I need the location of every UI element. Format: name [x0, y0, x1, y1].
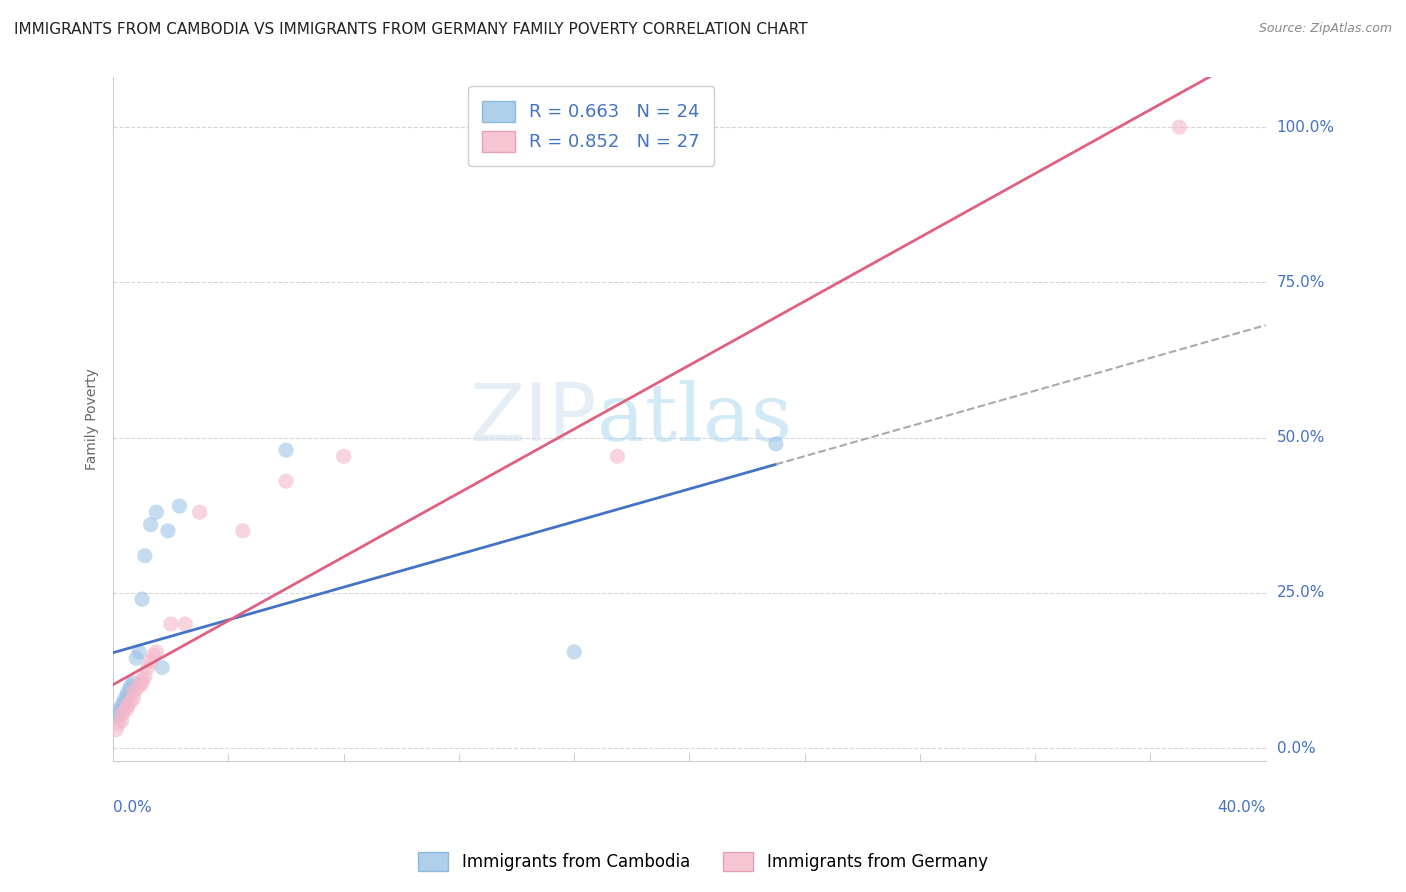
Point — [117, 685, 139, 699]
Text: 75.0%: 75.0% — [1277, 275, 1324, 290]
Point — [111, 698, 134, 712]
Point — [562, 645, 585, 659]
Point — [274, 474, 297, 488]
Point — [125, 682, 148, 697]
Text: 0.0%: 0.0% — [114, 799, 152, 814]
Y-axis label: Family Poverty: Family Poverty — [86, 368, 100, 470]
Text: 50.0%: 50.0% — [1277, 430, 1324, 445]
Point — [332, 450, 354, 464]
Point — [114, 691, 136, 706]
Point — [128, 679, 150, 693]
Text: 25.0%: 25.0% — [1277, 585, 1324, 600]
Point — [134, 670, 156, 684]
Point — [111, 707, 134, 722]
Point — [188, 505, 211, 519]
Point — [142, 648, 165, 662]
Point — [159, 617, 181, 632]
Point — [139, 654, 162, 668]
Text: Source: ZipAtlas.com: Source: ZipAtlas.com — [1258, 22, 1392, 36]
Point — [274, 443, 297, 458]
Legend: R = 0.663   N = 24, R = 0.852   N = 27: R = 0.663 N = 24, R = 0.852 N = 27 — [468, 87, 714, 166]
Point — [131, 673, 153, 687]
Point — [117, 701, 139, 715]
Text: 100.0%: 100.0% — [1277, 120, 1334, 135]
Point — [105, 710, 128, 724]
Point — [117, 689, 139, 703]
Text: atlas: atlas — [598, 380, 793, 458]
Point — [174, 617, 197, 632]
Text: ZIP: ZIP — [470, 380, 598, 458]
Point — [114, 695, 136, 709]
Point — [131, 676, 153, 690]
Point — [131, 592, 153, 607]
Point — [111, 701, 134, 715]
Point — [120, 695, 142, 709]
Point — [145, 645, 167, 659]
Point — [122, 691, 145, 706]
Point — [232, 524, 254, 538]
Point — [128, 645, 150, 659]
Point — [108, 716, 131, 731]
Point — [156, 524, 179, 538]
Text: 0.0%: 0.0% — [1277, 740, 1316, 756]
Point — [120, 679, 142, 693]
Legend: Immigrants from Cambodia, Immigrants from Germany: Immigrants from Cambodia, Immigrants fro… — [411, 843, 995, 880]
Text: IMMIGRANTS FROM CAMBODIA VS IMMIGRANTS FROM GERMANY FAMILY POVERTY CORRELATION C: IMMIGRANTS FROM CAMBODIA VS IMMIGRANTS F… — [14, 22, 807, 37]
Point — [606, 450, 628, 464]
Point — [150, 660, 173, 674]
Point — [108, 707, 131, 722]
Point — [1168, 120, 1191, 135]
Point — [765, 437, 787, 451]
Text: 40.0%: 40.0% — [1218, 799, 1265, 814]
Point — [117, 698, 139, 712]
Point — [122, 685, 145, 699]
Point — [134, 549, 156, 563]
Point — [136, 660, 159, 674]
Point — [122, 676, 145, 690]
Point — [111, 714, 134, 728]
Point — [105, 723, 128, 737]
Point — [145, 505, 167, 519]
Point — [125, 651, 148, 665]
Point — [139, 517, 162, 532]
Point — [108, 704, 131, 718]
Point — [114, 704, 136, 718]
Point — [169, 499, 191, 513]
Point — [120, 682, 142, 697]
